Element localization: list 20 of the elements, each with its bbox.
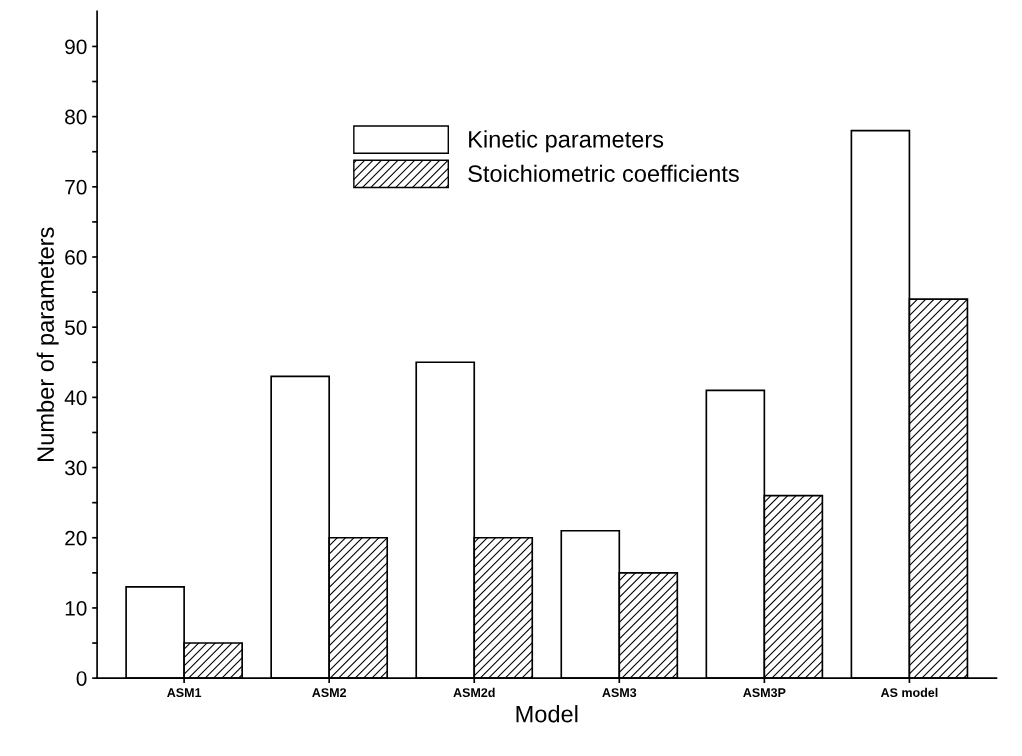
x-tick-label: ASM1 [167,688,202,698]
x-tick-label: AS model [880,687,938,698]
y-axis-title: Number of parameters [36,227,59,461]
y-tick-label: 60 [65,250,87,265]
y-tick-label: 70 [65,179,87,195]
x-tick-label: ASM2 [312,688,347,698]
y-tick-label: 30 [64,460,87,476]
y-tick-label: 20 [65,530,87,546]
y-tick-label: 0 [76,671,87,686]
x-tick-label: ASM3P [743,688,786,698]
y-tick-label: 80 [65,109,87,125]
y-tick-label: 50 [65,320,87,335]
legend-label: Stoichiometric coefficients [468,164,739,183]
x-axis-title: Model [516,705,578,723]
x-tick-label: ASM2d [453,687,495,698]
x-tick-label: ASM3 [602,688,637,698]
legend-label: Kinetic parameters [469,130,664,153]
y-tick-label: 10 [65,600,87,616]
y-tick-label: 40 [64,390,87,406]
y-tick-label: 90 [65,39,87,55]
